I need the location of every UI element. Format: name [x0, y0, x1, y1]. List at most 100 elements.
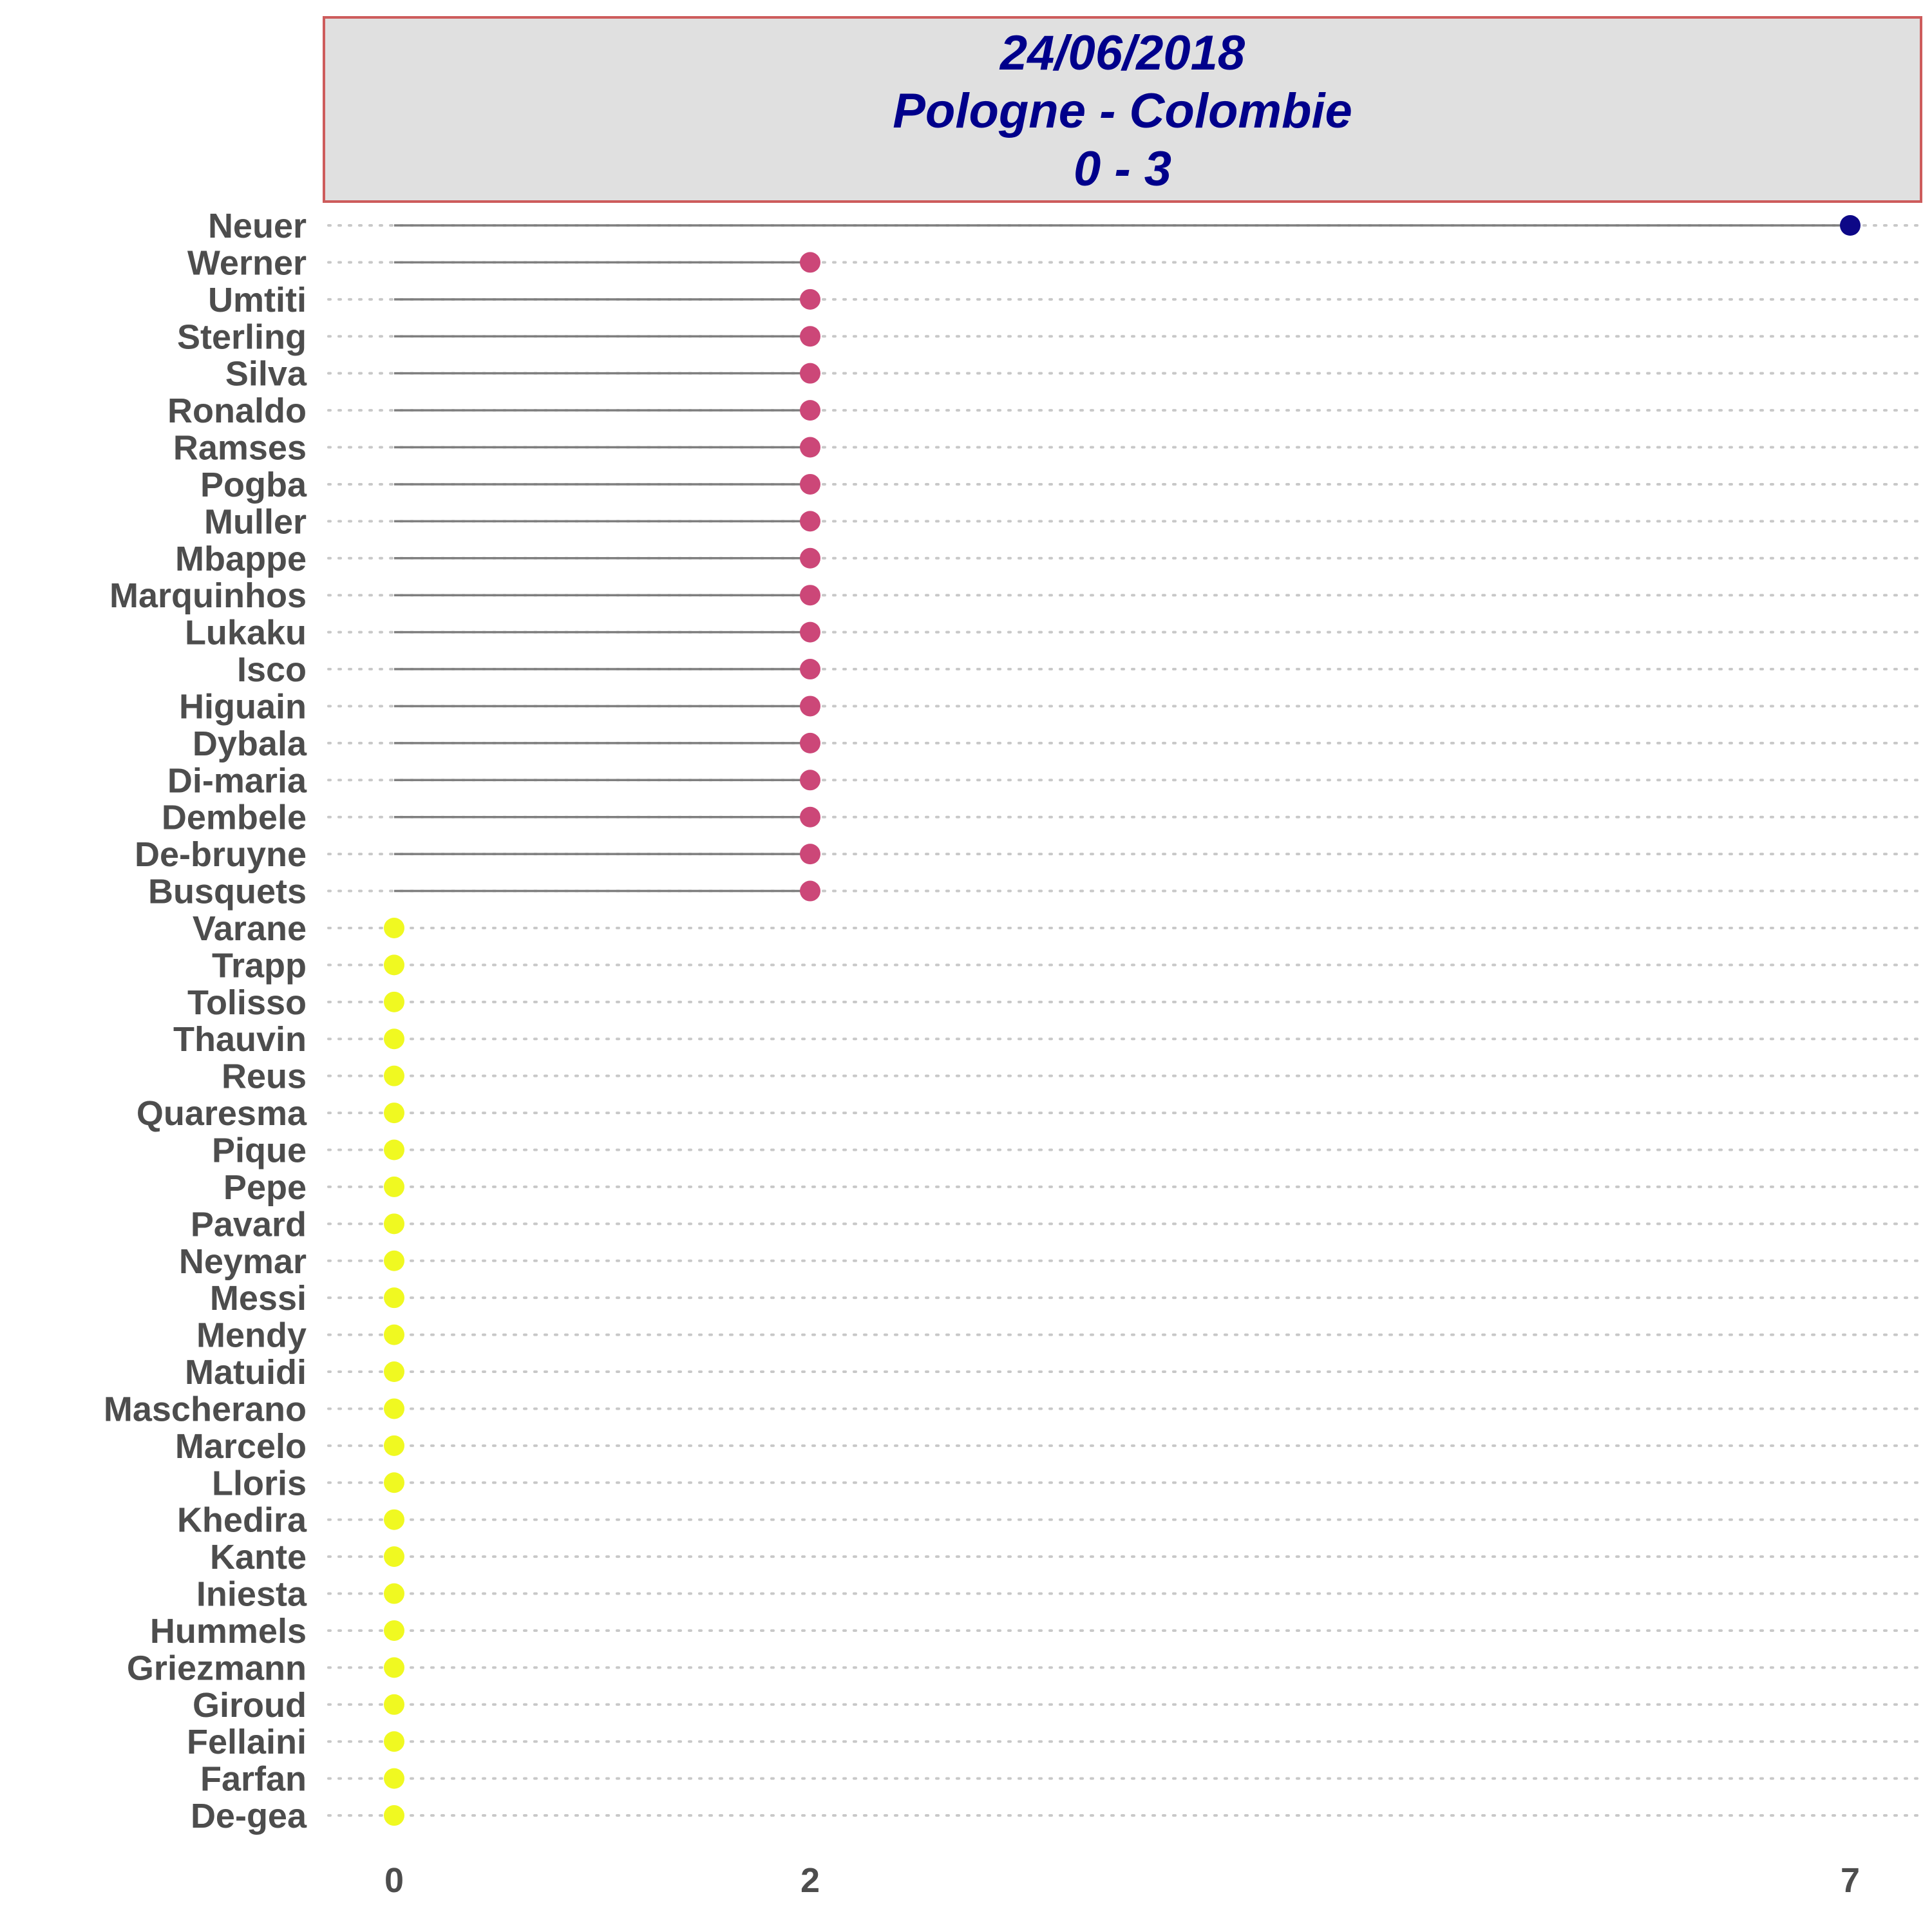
- data-point: [800, 289, 820, 310]
- data-point: [384, 1657, 404, 1678]
- data-point: [384, 954, 404, 976]
- data-point: [800, 621, 820, 643]
- data-point: [800, 437, 820, 458]
- data-point: [800, 844, 820, 865]
- y-axis-label: Messi: [210, 1279, 307, 1318]
- data-point: [800, 585, 820, 606]
- y-axis-label: Khedira: [177, 1501, 307, 1540]
- y-axis-label: Quaresma: [137, 1094, 307, 1133]
- data-point: [384, 1768, 404, 1789]
- data-point: [800, 806, 820, 828]
- data-point: [384, 1620, 404, 1641]
- y-axis-label: Matuidi: [185, 1353, 307, 1392]
- data-point: [384, 1805, 404, 1826]
- data-point: [384, 1546, 404, 1567]
- y-axis-label: Marcelo: [175, 1427, 307, 1466]
- data-point: [384, 1213, 404, 1235]
- data-point: [800, 363, 820, 384]
- y-axis-label: Pique: [212, 1132, 307, 1170]
- x-tick-label: 7: [1841, 1861, 1860, 1900]
- stems: [394, 224, 1850, 893]
- data-point: [384, 1287, 404, 1309]
- y-axis-label: Mascherano: [104, 1390, 307, 1428]
- y-axis-label: Reus: [222, 1057, 307, 1096]
- data-point: [384, 1435, 404, 1456]
- data-point: [384, 1472, 404, 1493]
- y-axis-label: Kante: [210, 1538, 307, 1577]
- y-axis-label: Lukaku: [185, 614, 307, 652]
- data-point: [800, 326, 820, 347]
- data-point: [800, 252, 820, 273]
- data-point: [384, 1103, 404, 1124]
- title-match: Pologne - Colombie: [893, 84, 1352, 138]
- data-point: [384, 1361, 404, 1383]
- y-axis-label: Giroud: [193, 1686, 307, 1725]
- y-axis-label: Neymar: [179, 1242, 307, 1281]
- y-axis-label: Ramses: [173, 429, 307, 468]
- y-axis-label: Marquinhos: [109, 576, 307, 615]
- title-date: 24/06/2018: [999, 26, 1245, 80]
- y-axis-label: De-gea: [191, 1797, 307, 1835]
- y-axis-label: Iniesta: [196, 1575, 307, 1614]
- y-axis-label: Sterling: [177, 317, 307, 356]
- y-axis-label: Fellaini: [187, 1723, 307, 1761]
- y-axis-label: Lloris: [212, 1464, 307, 1502]
- y-axis-labels: NeuerWernerUmtitiSterlingSilvaRonaldoRam…: [104, 207, 307, 1835]
- data-point: [384, 1028, 404, 1050]
- y-axis-label: Umtiti: [208, 281, 307, 319]
- y-axis-label: Werner: [187, 243, 307, 282]
- data-point: [384, 1694, 404, 1715]
- y-axis-label: Isco: [237, 650, 307, 689]
- data-point: [384, 1139, 404, 1160]
- y-axis-label: De-bruyne: [135, 835, 307, 874]
- data-point: [800, 659, 820, 680]
- data-point: [800, 400, 820, 421]
- y-axis-label: Griezmann: [127, 1649, 307, 1687]
- data-point: [800, 732, 820, 753]
- y-axis-label: Farfan: [200, 1760, 307, 1799]
- data-point: [384, 1324, 404, 1345]
- data-point: [384, 991, 404, 1012]
- y-axis-label: Tolisso: [187, 983, 307, 1022]
- title-score: 0 - 3: [1074, 142, 1171, 196]
- y-axis-label: Higuain: [179, 687, 307, 726]
- y-axis-label: Neuer: [208, 207, 307, 245]
- y-axis-label: Ronaldo: [167, 392, 307, 430]
- y-axis-label: Thauvin: [173, 1020, 307, 1059]
- data-point: [384, 1731, 404, 1752]
- data-point: [800, 511, 820, 532]
- x-axis-ticks: 0 2 7: [384, 1861, 1860, 1900]
- data-point: [384, 1509, 404, 1530]
- y-axis-label: Hummels: [150, 1612, 307, 1651]
- y-axis-label: Dembele: [162, 799, 307, 837]
- y-axis-label: Pogba: [200, 466, 307, 504]
- y-axis-label: Silva: [225, 355, 307, 393]
- x-tick-label: 0: [384, 1861, 404, 1900]
- data-point: [384, 1583, 404, 1604]
- title-box: [323, 16, 1922, 203]
- y-axis-label: Pavard: [191, 1205, 307, 1244]
- data-point: [800, 880, 820, 902]
- data-point: [384, 1065, 404, 1086]
- y-axis-label: Mbappe: [175, 540, 307, 578]
- y-axis-label: Trapp: [212, 946, 307, 985]
- y-axis-label: Muller: [204, 502, 307, 541]
- data-point: [800, 473, 820, 495]
- data-point: [800, 770, 820, 791]
- y-axis-label: Dybala: [193, 724, 307, 763]
- data-point: [384, 917, 404, 938]
- y-axis-label: Varane: [193, 909, 307, 948]
- x-tick-label: 2: [800, 1861, 820, 1900]
- data-point: [800, 547, 820, 569]
- y-axis-label: Mendy: [196, 1316, 307, 1355]
- y-axis-label: Pepe: [223, 1168, 307, 1207]
- grid-lines: [327, 224, 1922, 1817]
- data-point: [384, 1398, 404, 1419]
- points: [384, 215, 1861, 1826]
- data-point: [800, 696, 820, 717]
- data-point: [384, 1250, 404, 1271]
- y-axis-label: Busquets: [148, 873, 307, 911]
- y-axis-label: Di-maria: [167, 761, 307, 800]
- data-point: [384, 1176, 404, 1197]
